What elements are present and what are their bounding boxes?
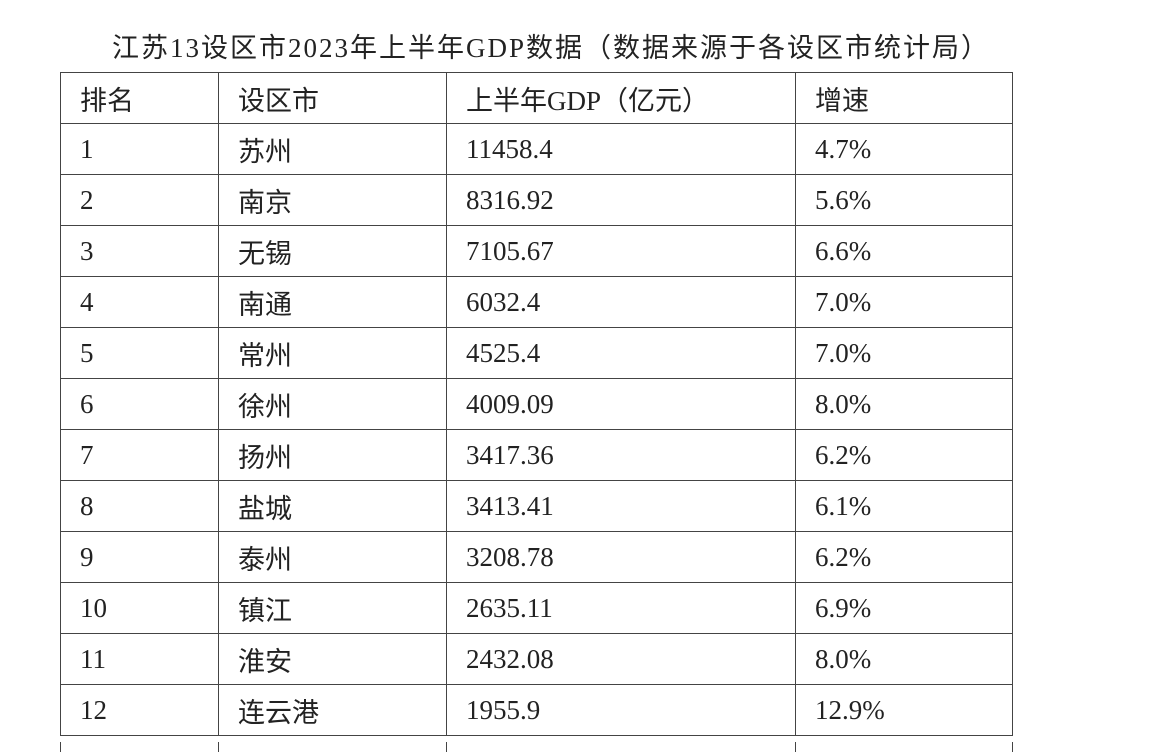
- table-cell: 苏州: [218, 123, 447, 175]
- table-cell: 南京: [218, 174, 447, 226]
- table-cell: 南通: [218, 276, 447, 328]
- table-cell: 扬州: [218, 429, 447, 481]
- table-cell: 3417.36: [446, 429, 796, 481]
- table-cell: 6.9%: [795, 582, 1013, 634]
- table-cell: 9: [60, 531, 219, 583]
- table-cell: 无锡: [218, 225, 447, 277]
- table-cell: 4.7%: [795, 123, 1013, 175]
- table-cell: 6.2%: [795, 429, 1013, 481]
- table-cell: 7.0%: [795, 276, 1013, 328]
- table-cell: 2: [60, 174, 219, 226]
- table-cell: 7.0%: [795, 327, 1013, 379]
- table-row: 7 扬州 3417.36 6.2%: [60, 429, 1013, 481]
- table-cell: 盐城: [218, 480, 447, 532]
- table-cell: 6.6%: [795, 225, 1013, 277]
- table-cell: 常州: [218, 327, 447, 379]
- table-cell: 5: [60, 327, 219, 379]
- table-cell: 6: [60, 378, 219, 430]
- table-cell: 11458.4: [446, 123, 796, 175]
- table-cell: 8: [60, 480, 219, 532]
- table-cell: 11: [60, 633, 219, 685]
- table-cell: 连云港: [218, 684, 447, 736]
- table-cell: 4009.09: [446, 378, 796, 430]
- table-cell: 6.1%: [795, 480, 1013, 532]
- table-row: 9 泰州 3208.78 6.2%: [60, 531, 1013, 583]
- table-row: 8 盐城 3413.41 6.1%: [60, 480, 1013, 532]
- table-cell: 7105.67: [446, 225, 796, 277]
- column-header: 设区市: [218, 72, 447, 124]
- table-row: 2 南京 8316.92 5.6%: [60, 174, 1013, 226]
- table-cell: 泰州: [218, 531, 447, 583]
- table-row: 11 淮安 2432.08 8.0%: [60, 633, 1013, 685]
- column-header: 增速: [795, 72, 1013, 124]
- table-cell: 8.0%: [795, 378, 1013, 430]
- table-cell: 8.0%: [795, 633, 1013, 685]
- title: 江苏13设区市2023年上半年GDP数据（数据来源于各设区市统计局）: [112, 33, 991, 63]
- table-cell: 徐州: [218, 378, 447, 430]
- table-row: 4 南通 6032.4 7.0%: [60, 276, 1013, 328]
- table-cell: 1955.9: [446, 684, 796, 736]
- table-cell: 2635.11: [446, 582, 796, 634]
- table-row: 5 常州 4525.4 7.0%: [60, 327, 1013, 379]
- table-cell: 10: [60, 582, 219, 634]
- table-cell: 3: [60, 225, 219, 277]
- table-cell: 5.6%: [795, 174, 1013, 226]
- table-cell: 2432.08: [446, 633, 796, 685]
- table-row: 6 徐州 4009.09 8.0%: [60, 378, 1013, 430]
- table-row: 12 连云港 1955.9 12.9%: [60, 684, 1013, 736]
- table-cell: 4525.4: [446, 327, 796, 379]
- table-row: 10 镇江 2635.11 6.9%: [60, 582, 1013, 634]
- table-cell: 1: [60, 123, 219, 175]
- header-row: 排名 设区市 上半年GDP（亿元） 增速: [60, 72, 1013, 124]
- table-cell: 6032.4: [446, 276, 796, 328]
- table-cell: 4: [60, 276, 219, 328]
- table-row: 1 苏州 11458.4 4.7%: [60, 123, 1013, 175]
- table-cell: 8316.92: [446, 174, 796, 226]
- gdp-table: 排名 设区市 上半年GDP（亿元） 增速 1 苏州 11458.4 4.7% 2 南京 8316.9…: [60, 72, 1013, 736]
- table-cell: 6.2%: [795, 531, 1013, 583]
- table-cell: 7: [60, 429, 219, 481]
- table-continuation: [60, 742, 1013, 752]
- table-row: 3 无锡 7105.67 6.6%: [60, 225, 1013, 277]
- table-cell: 镇江: [218, 582, 447, 634]
- column-header: 上半年GDP（亿元）: [446, 72, 796, 124]
- column-header: 排名: [60, 72, 219, 124]
- table-cell: 12: [60, 684, 219, 736]
- table-cell: 淮安: [218, 633, 447, 685]
- table-cell: 3208.78: [446, 531, 796, 583]
- table-cell: 12.9%: [795, 684, 1013, 736]
- table-cell: 3413.41: [446, 480, 796, 532]
